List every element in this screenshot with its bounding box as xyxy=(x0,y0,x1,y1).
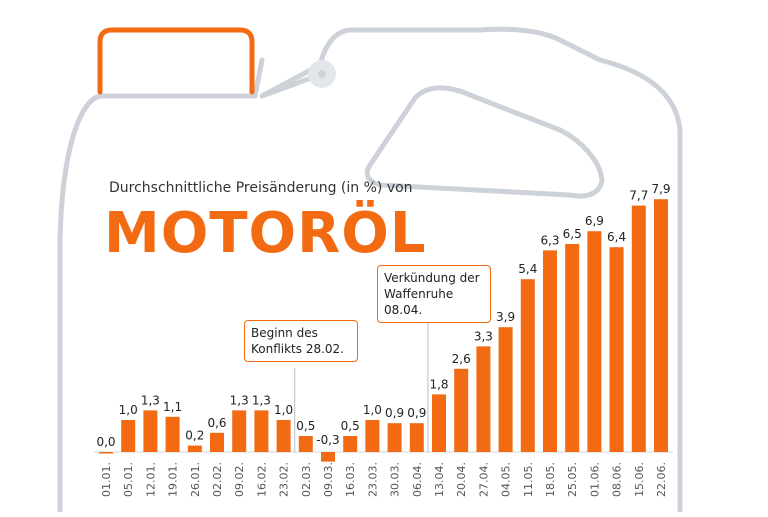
data-label: 0,9 xyxy=(385,406,404,420)
callout-ceasefire: Verkündung der Waffenruhe 08.04. xyxy=(377,265,491,323)
canister-handle-outline xyxy=(364,85,605,199)
x-tick-label: 01.01. xyxy=(100,462,113,497)
x-tick-label: 22.06. xyxy=(655,462,668,497)
canister-spout-dot xyxy=(318,70,326,78)
x-tick-label: 16.02. xyxy=(255,462,268,497)
bar-series xyxy=(99,199,668,462)
x-tick-label: 30.03. xyxy=(389,462,402,497)
data-label: 1,0 xyxy=(119,403,138,417)
data-label: 6,3 xyxy=(540,233,559,247)
x-tick-label: 27.04. xyxy=(477,462,490,497)
bar xyxy=(409,423,424,452)
x-tick-label: 11.05. xyxy=(522,462,535,497)
x-tick-label: 01.06. xyxy=(588,462,601,497)
data-label: 0,6 xyxy=(207,416,226,430)
x-tick-label: 23.03. xyxy=(366,462,379,497)
data-label: 7,9 xyxy=(651,182,670,196)
x-tick-labels: 01.01. 05.01. 12.01. 19.01. 26.01. 02.02. 09.0… xyxy=(100,462,668,497)
x-tick-label: 13.04. xyxy=(433,462,446,497)
bar xyxy=(143,410,158,452)
x-tick-label: 23.02. xyxy=(278,462,291,497)
x-tick-label: 12.01. xyxy=(144,462,157,497)
bar xyxy=(254,410,269,452)
bar xyxy=(565,244,580,452)
canister-body-outline xyxy=(57,26,683,515)
canister-cap-outline xyxy=(97,27,255,95)
chart-title: MOTORÖL xyxy=(104,201,427,266)
bar xyxy=(232,410,247,452)
bar xyxy=(165,416,180,452)
chart-subtitle: Durchschnittliche Preisänderung (in %) v… xyxy=(109,180,413,196)
bar xyxy=(387,423,402,452)
x-tick-label: 09.02. xyxy=(233,462,246,497)
data-label: 0,2 xyxy=(185,429,204,443)
data-label: 0,9 xyxy=(407,406,426,420)
event-marker-lines xyxy=(294,318,429,452)
bar xyxy=(365,420,380,452)
x-tick-label: 26.01. xyxy=(189,462,202,497)
bar xyxy=(454,368,469,452)
bar xyxy=(520,279,535,452)
data-labels: 0,01,01,3 1,10,20,61,3 1,31,00,5-0,30,51,0… xyxy=(96,182,670,449)
callout-conflict-start: Beginn des Konflikts 28.02. xyxy=(244,320,358,362)
bar xyxy=(343,436,358,452)
data-label: 1,3 xyxy=(230,393,249,407)
data-label: 7,7 xyxy=(629,189,648,203)
bar xyxy=(654,199,668,452)
bar xyxy=(543,250,557,452)
x-tick-label: 06.04. xyxy=(411,462,424,497)
data-label: 3,9 xyxy=(496,310,515,324)
bar xyxy=(276,420,291,452)
bar xyxy=(609,247,624,452)
data-label: 0,0 xyxy=(96,435,115,449)
data-label: 3,3 xyxy=(474,329,493,343)
data-label: 6,4 xyxy=(607,230,626,244)
x-tick-label: 09.03. xyxy=(322,462,335,497)
bar xyxy=(432,394,446,452)
bar xyxy=(210,432,224,452)
data-label: 1,1 xyxy=(163,400,182,414)
bar xyxy=(476,346,491,452)
data-label: 1,0 xyxy=(274,403,293,417)
data-label: 1,3 xyxy=(252,393,271,407)
data-label: 1,8 xyxy=(429,377,448,391)
bar xyxy=(587,231,602,452)
data-label: -0,3 xyxy=(316,433,339,447)
data-label: 5,4 xyxy=(518,262,537,276)
data-label: 1,3 xyxy=(141,393,160,407)
x-tick-label: 08.06. xyxy=(611,462,624,497)
x-tick-label: 18.05. xyxy=(544,462,557,497)
data-label: 2,6 xyxy=(452,352,471,366)
bar xyxy=(298,436,313,452)
x-tick-label: 25.05. xyxy=(566,462,579,497)
x-tick-label: 16.03. xyxy=(344,462,357,497)
x-tick-label: 19.01. xyxy=(167,462,180,497)
data-label: 0,5 xyxy=(341,419,360,433)
x-tick-label: 20.04. xyxy=(455,462,468,497)
bar xyxy=(498,327,513,452)
bar xyxy=(631,205,646,452)
oil-canister-illustration xyxy=(57,26,683,515)
x-tick-label: 04.05. xyxy=(500,462,513,497)
x-tick-label: 05.01. xyxy=(122,462,135,497)
bar xyxy=(187,445,202,452)
data-label: 6,9 xyxy=(585,214,604,228)
bar xyxy=(121,420,136,452)
data-label: 6,5 xyxy=(563,227,582,241)
data-label: 1,0 xyxy=(363,403,382,417)
x-tick-label: 15.06. xyxy=(633,462,646,497)
data-label: 0,5 xyxy=(296,419,315,433)
x-tick-label: 02.03. xyxy=(300,462,313,497)
bar xyxy=(99,452,113,454)
x-tick-label: 02.02. xyxy=(211,462,224,497)
bar xyxy=(321,452,335,462)
